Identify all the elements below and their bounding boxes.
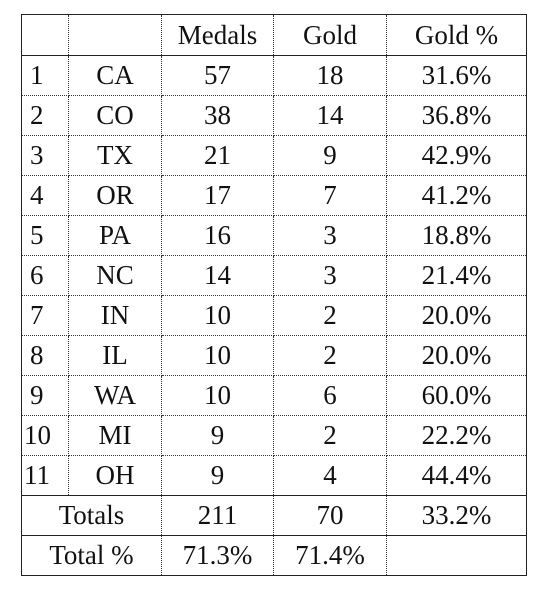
gold-cell: 6 [273,375,387,416]
gold-pct-cell: 18.8% [386,215,527,256]
rank-cell: 7 [21,295,69,336]
table-row: 4 OR 17 7 41.2% [21,175,527,216]
gold-pct-cell: 20.0% [386,335,527,376]
state-cell: WA [68,375,162,416]
table-row: 9 WA 10 6 60.0% [21,375,527,416]
header-row: Medals Gold Gold % [21,14,527,56]
header-gold: Gold [273,14,387,56]
state-cell: CO [68,95,162,136]
header-state [68,14,162,56]
totals-label: Totals [21,495,162,536]
header-medals: Medals [161,14,274,56]
gold-cell: 14 [273,95,387,136]
medals-cell: 21 [161,135,274,176]
gold-cell: 7 [273,175,387,216]
table-row: 1 CA 57 18 31.6% [21,55,527,96]
rank-cell: 9 [21,375,69,416]
state-cell: CA [68,55,162,96]
gold-pct-cell: 21.4% [386,255,527,296]
medals-table: Medals Gold Gold % 1 CA 57 18 31.6% 2 CO… [21,14,527,576]
total-percent-label: Total % [21,535,162,576]
table-row: 5 PA 16 3 18.8% [21,215,527,256]
table-row: 8 IL 10 2 20.0% [21,335,527,376]
medals-cell: 38 [161,95,274,136]
rank-cell: 2 [21,95,69,136]
table-row: 6 NC 14 3 21.4% [21,255,527,296]
rank-cell: 10 [21,415,69,456]
rank-cell: 6 [21,255,69,296]
totals-medals: 211 [161,495,274,536]
medals-cell: 9 [161,415,274,456]
state-cell: IN [68,295,162,336]
gold-cell: 2 [273,335,387,376]
medals-cell: 9 [161,455,274,496]
gold-pct-cell: 41.2% [386,175,527,216]
gold-pct-cell: 60.0% [386,375,527,416]
state-cell: IL [68,335,162,376]
gold-cell: 4 [273,455,387,496]
table-row: 11 OH 9 4 44.4% [21,455,527,496]
header-rank [21,14,69,56]
table-row: 2 CO 38 14 36.8% [21,95,527,136]
total-percent-gold: 71.4% [273,535,387,576]
gold-cell: 3 [273,255,387,296]
state-cell: OH [68,455,162,496]
rank-cell: 1 [21,55,69,96]
state-cell: NC [68,255,162,296]
table-row: 10 MI 9 2 22.2% [21,415,527,456]
table-row: 7 IN 10 2 20.0% [21,295,527,336]
medals-cell: 10 [161,295,274,336]
totals-gold-pct: 33.2% [386,495,527,536]
state-cell: OR [68,175,162,216]
gold-pct-cell: 36.8% [386,95,527,136]
gold-pct-cell: 20.0% [386,295,527,336]
rank-cell: 8 [21,335,69,376]
gold-cell: 2 [273,415,387,456]
medals-cell: 16 [161,215,274,256]
gold-pct-cell: 44.4% [386,455,527,496]
total-percent-empty [386,535,527,576]
gold-pct-cell: 22.2% [386,415,527,456]
total-percent-row: Total % 71.3% 71.4% [21,535,527,576]
medals-cell: 57 [161,55,274,96]
gold-pct-cell: 42.9% [386,135,527,176]
medals-cell: 17 [161,175,274,216]
total-percent-medals: 71.3% [161,535,274,576]
gold-cell: 9 [273,135,387,176]
state-cell: TX [68,135,162,176]
medals-cell: 10 [161,335,274,376]
totals-gold: 70 [273,495,387,536]
table-row: 3 TX 21 9 42.9% [21,135,527,176]
state-cell: PA [68,215,162,256]
medals-cell: 14 [161,255,274,296]
header-gold-pct: Gold % [386,14,527,56]
gold-cell: 18 [273,55,387,96]
totals-row: Totals 211 70 33.2% [21,495,527,536]
gold-pct-cell: 31.6% [386,55,527,96]
gold-cell: 2 [273,295,387,336]
medals-cell: 10 [161,375,274,416]
rank-cell: 5 [21,215,69,256]
state-cell: MI [68,415,162,456]
gold-cell: 3 [273,215,387,256]
rank-cell: 4 [21,175,69,216]
rank-cell: 11 [21,455,69,496]
rank-cell: 3 [21,135,69,176]
